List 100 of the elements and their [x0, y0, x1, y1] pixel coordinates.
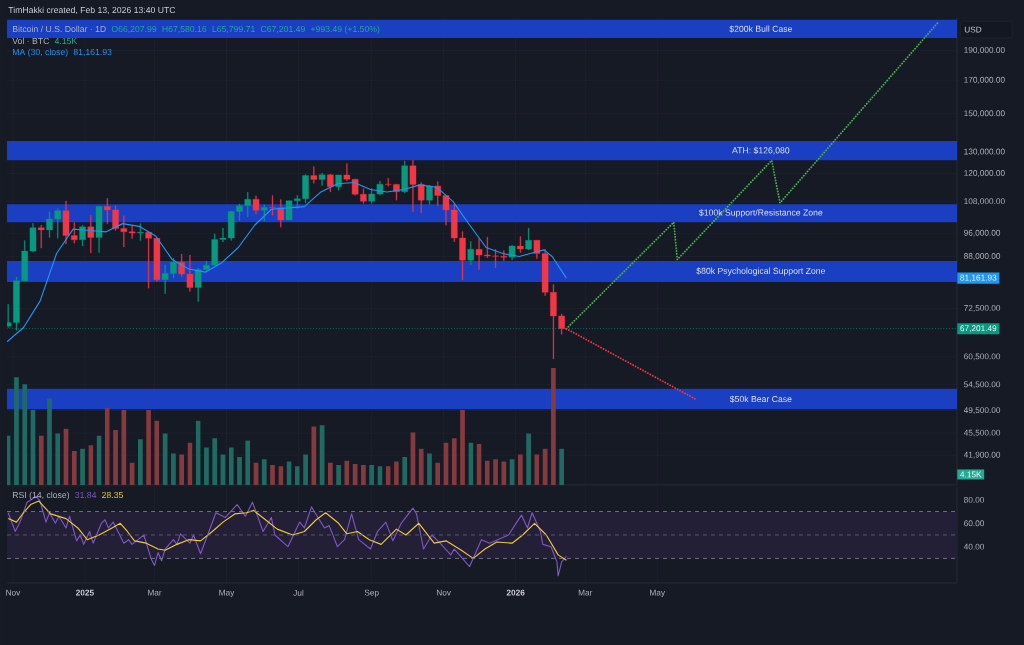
candlestick	[87, 214, 95, 254]
text: TimHakki created, Feb 13, 2026 13:40 UTC	[8, 6, 176, 15]
y-tick-label: 60,500.00	[964, 353, 1001, 361]
candlestick	[327, 173, 334, 193]
x-tick-label: 2026	[506, 589, 525, 596]
annotation: C67,201.49	[260, 25, 305, 34]
bar	[55, 433, 61, 485]
bar	[336, 465, 341, 485]
text: MA (30, close)	[12, 48, 68, 57]
x-tick-label: 2025	[76, 589, 94, 596]
y-tick-label: 108,000.00	[964, 198, 1005, 206]
candlestick	[38, 225, 45, 249]
candlestick	[335, 174, 342, 191]
candlestick	[261, 204, 268, 222]
bar	[311, 426, 317, 485]
bar	[138, 439, 143, 485]
candlestick	[467, 241, 475, 266]
annotation: 4.15K	[960, 471, 982, 478]
candlestick	[252, 195, 260, 215]
bar	[518, 454, 523, 485]
bar	[427, 453, 432, 485]
bar	[162, 433, 168, 485]
y-tick-label: 96,000.00	[964, 229, 1001, 237]
bar	[146, 410, 151, 485]
candlestick	[310, 166, 318, 184]
bar	[270, 465, 275, 485]
band-label: $80k Psychological Support Zone	[696, 267, 826, 276]
text: 81,161.93	[960, 274, 997, 282]
candlestick	[95, 205, 103, 253]
bar	[113, 429, 118, 485]
bar	[418, 448, 424, 485]
bar	[237, 456, 242, 485]
bar	[526, 433, 531, 485]
bar	[559, 448, 565, 485]
y-axis-title: USD	[964, 26, 982, 33]
bar	[402, 456, 408, 485]
bar	[361, 465, 366, 485]
candlestick	[71, 222, 78, 244]
candlestick	[401, 160, 408, 194]
band-label: $100k Support/Resistance Zone	[699, 209, 823, 218]
y-tick-label: 120,000.00	[964, 170, 1005, 177]
annotation: O66,207.99	[111, 25, 157, 34]
y-tick-label: 150,000.00	[964, 110, 1005, 118]
band-label: ATH: $126,080	[732, 146, 790, 155]
bar	[179, 454, 185, 485]
candlestick	[525, 227, 532, 251]
x-tick-label: Nov	[436, 589, 451, 596]
y-tick-label: 54,500.00	[964, 381, 1001, 389]
x-tick-label: May	[650, 589, 666, 598]
line-series	[565, 21, 940, 330]
x-tick-label: Mar	[148, 589, 162, 596]
bar	[435, 462, 441, 485]
y-tick-label: 60.00	[964, 520, 985, 527]
bar	[228, 447, 234, 485]
y-tick-label: 45,500.00	[963, 429, 1001, 437]
y-tick-label: 130,000.00	[964, 148, 1005, 156]
candlestick	[426, 184, 433, 205]
bar	[501, 461, 507, 485]
bar	[551, 367, 556, 485]
y-tick-label: 41,900.00	[963, 451, 1001, 459]
y-tick-label: 72,500.00	[964, 305, 1001, 312]
bar	[451, 438, 457, 485]
bar	[493, 459, 498, 485]
annotation: 31.84	[75, 491, 97, 499]
annotation: 81,161.93	[73, 48, 112, 57]
band-label: $200k Bull Case	[729, 25, 793, 33]
bar	[328, 462, 333, 485]
y-tick-label: 88,000.00	[964, 253, 1001, 260]
y-tick-label: 49,500.00	[963, 407, 1001, 414]
text: Bitcoin / U.S. Dollar · 1D	[12, 25, 106, 33]
x-tick-label: Nov	[6, 589, 21, 596]
y-tick-label: 190,000.00	[964, 47, 1005, 54]
chart-title: Vol · BTC	[12, 37, 50, 45]
line-series	[7, 500, 567, 561]
bar	[352, 463, 358, 485]
bar	[303, 454, 308, 485]
bar	[261, 459, 267, 485]
y-tick-label: 80.00	[964, 496, 985, 503]
bar	[71, 451, 77, 485]
candlestick	[318, 172, 326, 186]
bar	[121, 410, 127, 485]
candlestick	[62, 200, 70, 245]
band-label: $50k Bear Case	[729, 395, 792, 403]
bar	[80, 448, 85, 485]
chart-title: RSI (14, close)	[12, 491, 70, 500]
annotation: +993.49 (+1.50%)	[310, 25, 380, 34]
x-tick-label: Mar	[578, 589, 593, 596]
bar	[245, 440, 251, 485]
bar	[47, 398, 52, 485]
x-tick-label: Jul	[293, 589, 304, 596]
annotation: H67,580.16	[162, 25, 207, 34]
bar	[171, 453, 176, 485]
x-tick-label: Sep	[364, 589, 379, 598]
annotation: 4.15K	[54, 38, 78, 45]
ref-line-label: 67,201.49	[960, 325, 997, 333]
y-tick-label: 40.00	[963, 543, 985, 550]
y-tick-label: 170,000.00	[964, 76, 1005, 84]
annotation: 28.35	[102, 491, 123, 499]
bar	[204, 447, 209, 485]
annotation: L65,799.71	[212, 25, 255, 34]
